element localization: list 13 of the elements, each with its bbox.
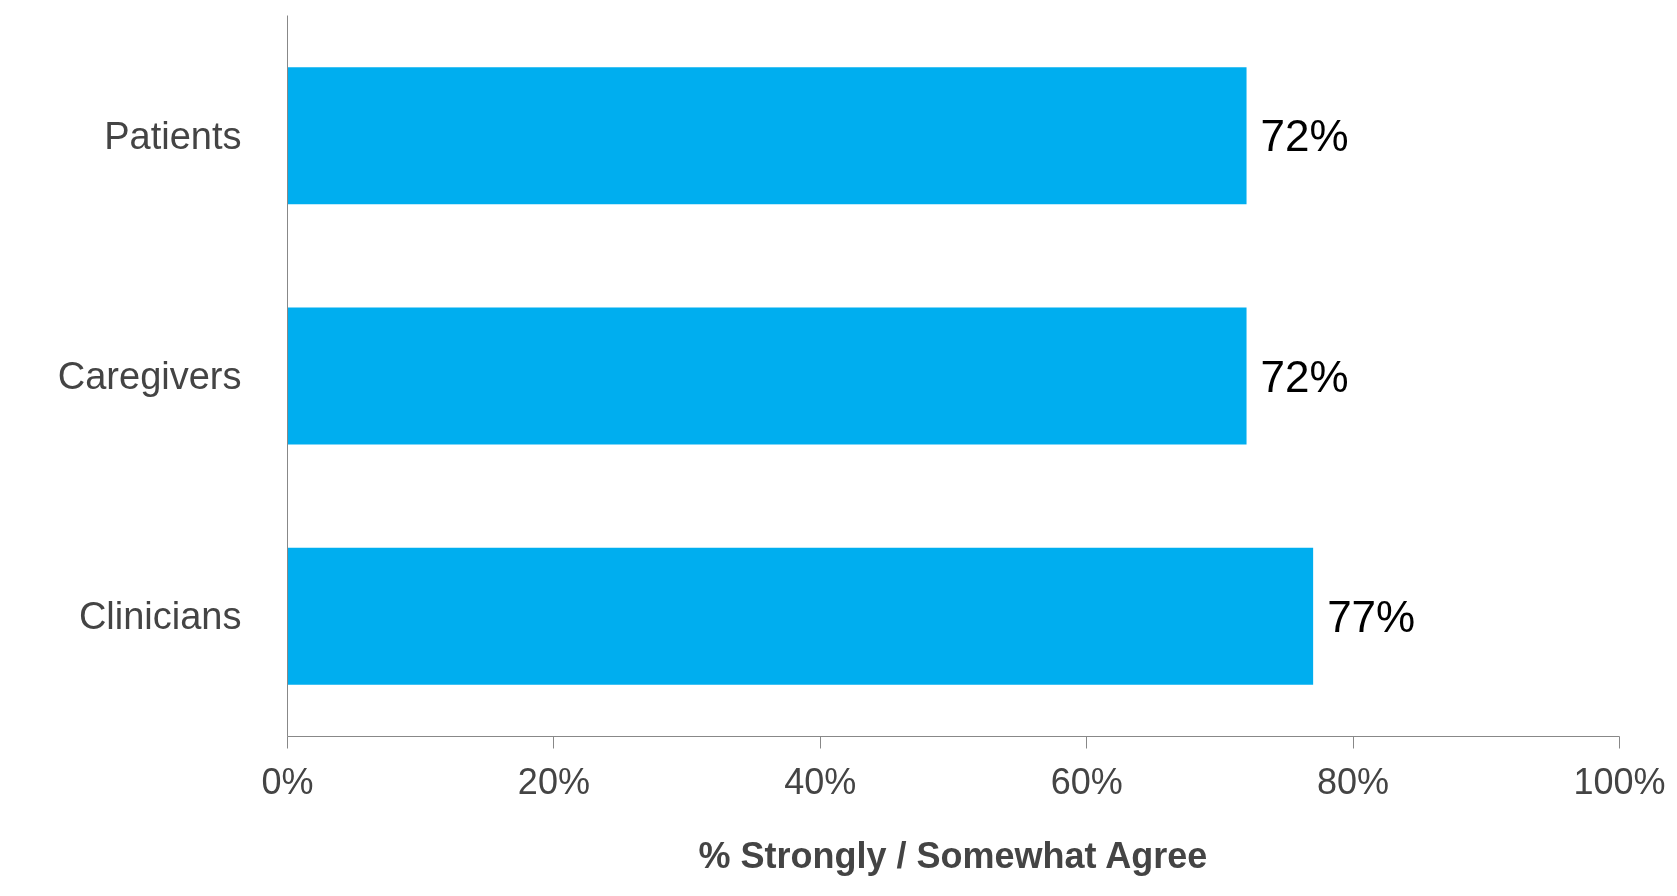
data-label: 77% xyxy=(1327,591,1416,641)
data-label: 72% xyxy=(1260,111,1349,161)
x-tick-label: 80% xyxy=(1317,760,1390,802)
x-tick-label: 20% xyxy=(517,760,590,802)
y-tick-label: Caregivers xyxy=(57,355,242,397)
x-tick-label: 60% xyxy=(1050,760,1123,802)
x-tick-label: 100% xyxy=(1573,760,1666,802)
data-label: 72% xyxy=(1260,351,1349,401)
y-tick-label: Patients xyxy=(104,114,242,157)
x-axis-title: % Strongly / Somewhat Agree xyxy=(698,834,1208,876)
y-tick-label: Clinicians xyxy=(78,595,242,638)
x-tick-label: 40% xyxy=(784,760,857,802)
x-tick-label: 0% xyxy=(261,760,314,802)
